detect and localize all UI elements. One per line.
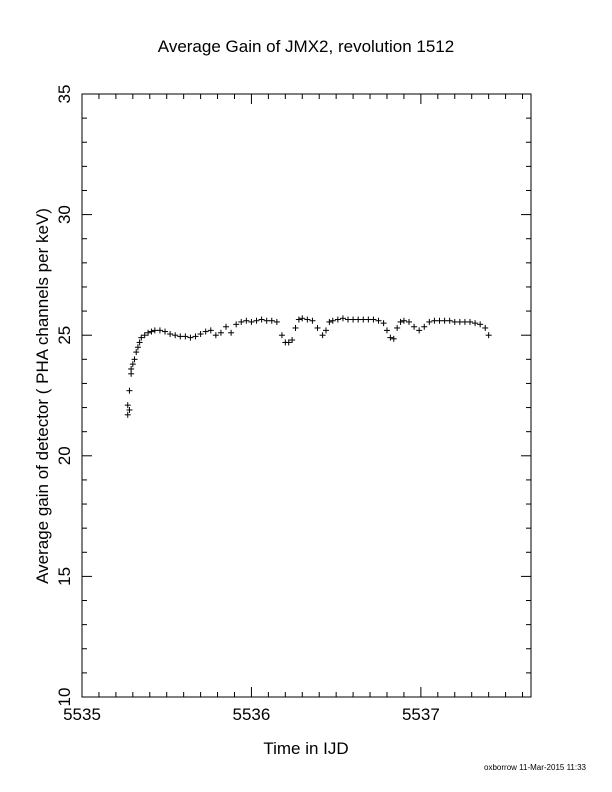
x-axis-label: Time in IJD (263, 739, 348, 758)
y-tick-label: 35 (55, 85, 74, 104)
data-point (182, 333, 188, 339)
data-point (387, 335, 393, 341)
data-point (248, 319, 254, 325)
x-tick-label: 5536 (233, 705, 271, 724)
y-tick-label: 15 (55, 567, 74, 586)
axis-ticks (82, 94, 531, 697)
data-point (447, 318, 453, 324)
data-point (223, 324, 229, 330)
data-point (315, 325, 321, 331)
data-point (292, 325, 298, 331)
data-point (482, 325, 488, 331)
x-tick-label: 5537 (402, 705, 440, 724)
data-point (421, 324, 427, 330)
data-point (384, 327, 390, 333)
data-points (125, 315, 492, 417)
data-point (259, 317, 265, 323)
data-point (401, 318, 407, 324)
y-axis-label: Average gain of detector ( PHA channels … (33, 208, 52, 584)
data-point (411, 324, 417, 330)
data-point (391, 336, 397, 342)
data-point (398, 319, 404, 325)
data-point (299, 315, 305, 321)
data-point (274, 319, 280, 325)
data-point (157, 327, 163, 333)
data-point (254, 318, 260, 324)
data-point (467, 319, 473, 325)
footer-credit: oxborrow 11-Mar-2015 11:33 (484, 763, 587, 772)
data-point (172, 332, 178, 338)
data-point (394, 325, 400, 331)
data-point (309, 318, 315, 324)
data-point (320, 332, 326, 338)
data-point (148, 329, 154, 335)
plot-frame (82, 94, 531, 697)
data-point (304, 317, 310, 323)
data-point (426, 319, 432, 325)
data-point (416, 327, 422, 333)
data-point (279, 332, 285, 338)
data-point (208, 327, 214, 333)
data-point (243, 318, 249, 324)
chart-title: Average Gain of JMX2, revolution 1512 (158, 37, 454, 56)
y-tick-label: 25 (55, 326, 74, 345)
data-point (335, 317, 341, 323)
data-point (340, 315, 346, 321)
data-point (269, 318, 275, 324)
data-point (228, 330, 234, 336)
data-point (296, 317, 302, 323)
data-point (330, 318, 336, 324)
data-point (486, 332, 492, 338)
data-point (472, 320, 478, 326)
x-tick-label: 5535 (63, 705, 101, 724)
y-tick-label: 30 (55, 205, 74, 224)
data-point (370, 317, 376, 323)
tick-labels: 5535 5536 5537 10 15 20 25 30 35 (55, 85, 440, 724)
data-point (126, 388, 132, 394)
data-point (326, 319, 332, 325)
data-point (187, 335, 193, 341)
data-point (323, 327, 329, 333)
data-point (406, 319, 412, 325)
y-tick-label: 20 (55, 446, 74, 465)
y-tick-label: 10 (55, 688, 74, 707)
data-point (477, 321, 483, 327)
